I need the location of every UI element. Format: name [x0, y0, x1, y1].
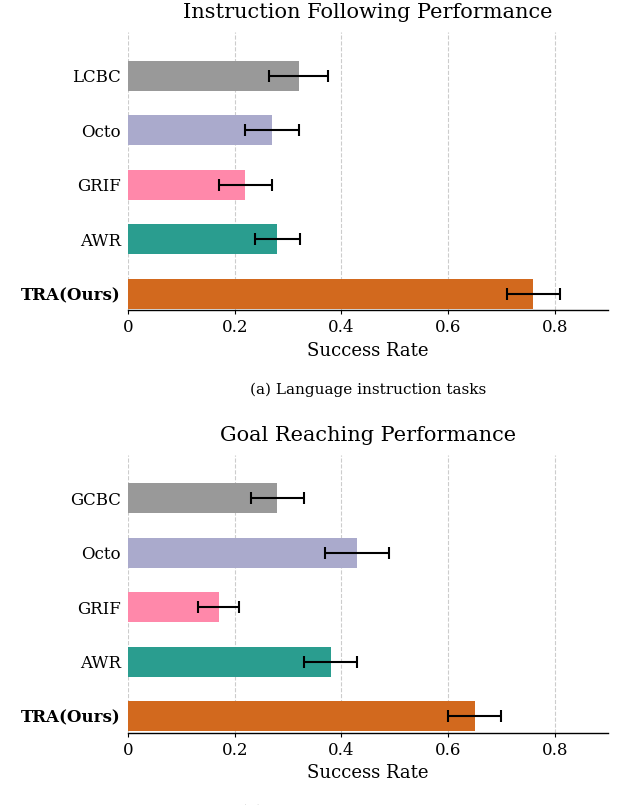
Title: Instruction Following Performance: Instruction Following Performance: [183, 3, 553, 23]
Bar: [128, 483, 277, 514]
Bar: [128, 279, 533, 309]
X-axis label: Success Rate: Success Rate: [307, 764, 429, 782]
Bar: [128, 701, 475, 731]
Text: (a) Language instruction tasks: (a) Language instruction tasks: [250, 382, 486, 397]
Bar: [128, 592, 219, 622]
Bar: [128, 170, 245, 200]
Bar: [128, 225, 277, 254]
Title: Goal Reaching Performance: Goal Reaching Performance: [220, 426, 516, 444]
Bar: [128, 115, 272, 145]
X-axis label: Success Rate: Success Rate: [307, 341, 429, 360]
Bar: [128, 538, 357, 568]
Bar: [128, 61, 299, 91]
Bar: [128, 646, 331, 677]
